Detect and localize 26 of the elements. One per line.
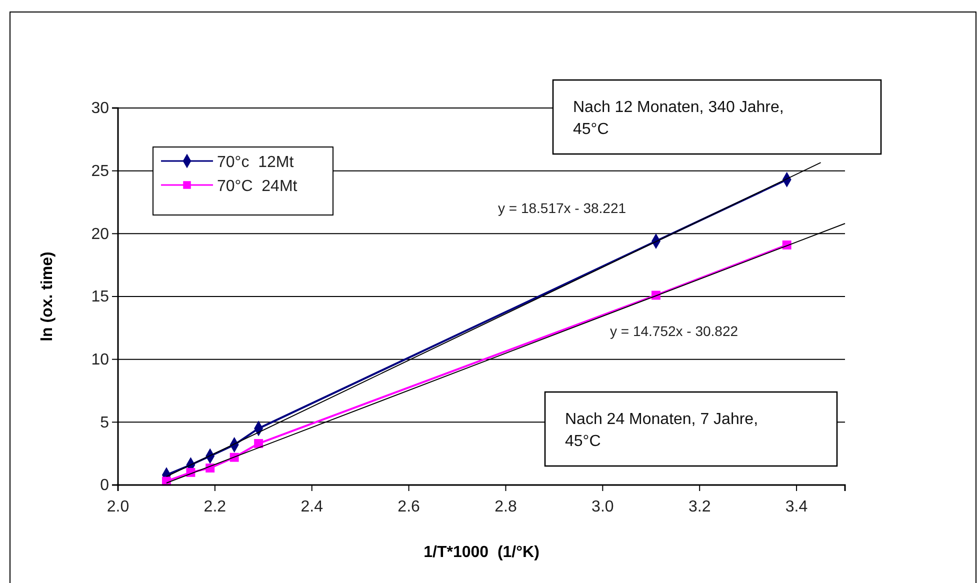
y-axis-title: ln (ox. time) [39,252,56,342]
y-tick-label: 5 [100,414,110,432]
annotation: Nach 12 Monaten, 340 Jahre, 45°C [573,99,784,138]
x-tick-label: 2.0 [106,498,130,516]
text-box: Nach 24 Monaten, 7 Jahre, 45°C [544,391,838,467]
y-tick-label: 15 [91,288,110,306]
x-tick-label: 3.2 [688,498,711,516]
annotation: Nach 24 Monaten, 7 Jahre, 45°C [565,411,758,450]
y-tick-label: 25 [91,162,110,180]
legend-label: 70°c 12Mt [217,154,294,171]
x-tick-label: 2.6 [398,498,420,516]
y-tick-label: 30 [91,100,110,118]
x-axis-title: 1/T*1000 (1/°K) [424,544,540,561]
text-box: Nach 12 Monaten, 340 Jahre, 45°C [552,79,882,155]
y-tick-label: 20 [91,226,110,243]
y-tick-label: 0 [100,477,110,494]
y-tick-label: 10 [91,351,110,368]
point [254,439,264,448]
annotation: y = 14.752x - 30.822 [610,323,738,339]
x-tick-label: 2.4 [300,498,324,516]
x-tick-label: 3.4 [785,498,808,516]
x-tick-label: 2.8 [494,498,517,516]
x-tick-label: 2.2 [204,498,226,516]
annotation: y = 18.517x - 38.221 [498,200,626,216]
legend-label: 70°C 24Mt [217,178,298,195]
x-tick-label: 3.0 [592,498,614,516]
